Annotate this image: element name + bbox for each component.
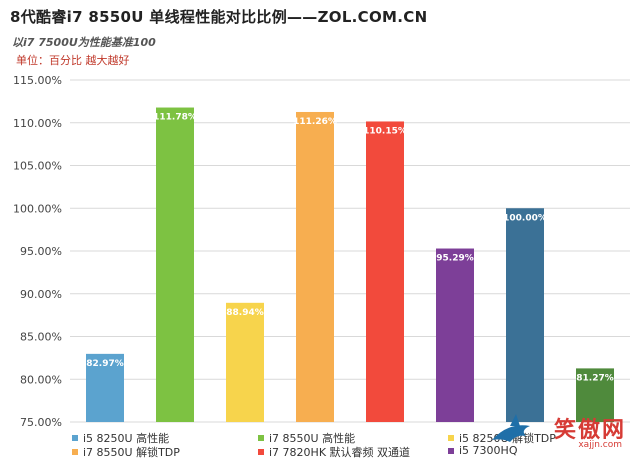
legend-label: i5 7300HQ [459, 444, 518, 457]
shark-logo-icon [492, 414, 530, 442]
y-tick-label: 85.00% [20, 331, 62, 344]
y-tick-label: 80.00% [20, 373, 62, 386]
bar [226, 302, 264, 422]
legend-swatch [72, 435, 78, 441]
y-tick-label: 75.00% [20, 416, 62, 429]
bar-data-label: 111.78% [153, 113, 197, 123]
legend-label: i7 8550U 高性能 [269, 432, 356, 445]
legend-item: i7 8550U 高性能 [258, 430, 355, 446]
legend-swatch [448, 447, 454, 454]
legend-label: i5 8250U 高性能 [83, 432, 170, 445]
legend-swatch [258, 449, 264, 455]
watermark-url: xajjn.com [578, 440, 622, 450]
bar-data-label: 110.15% [363, 126, 407, 136]
chart-title: 8代酷睿i7 8550U 单线程性能对比比例——ZOL.COM.CN [10, 8, 428, 26]
y-tick-label: 105.00% [13, 160, 62, 173]
bar-data-label: 81.27% [576, 373, 614, 383]
unit-note: 单位：百分比 越大越好 [16, 54, 130, 67]
bar-data-label: 100.00% [503, 213, 547, 223]
legend-swatch [258, 435, 264, 441]
legend-label: i7 7820HK 默认睿频 双通道 [269, 446, 411, 459]
legend-item: i5 7300HQ [448, 444, 517, 457]
y-tick-label: 115.00% [13, 74, 62, 87]
y-tick-label: 110.00% [13, 117, 62, 130]
bar [296, 111, 334, 423]
legend-label: i7 8550U 解锁TDP [83, 446, 180, 459]
bar [506, 208, 544, 422]
bar [156, 107, 194, 422]
y-tick-label: 90.00% [20, 288, 62, 301]
legend-swatch [448, 435, 454, 441]
chart-subtitle: 以i7 7500U为性能基准100 [12, 36, 156, 49]
bar [366, 121, 404, 422]
bar [436, 248, 474, 422]
y-tick-label: 95.00% [20, 245, 62, 258]
bar [86, 353, 124, 422]
legend-item: i7 7820HK 默认睿频 双通道 [258, 444, 410, 460]
legend-item: i7 8550U 解锁TDP [72, 444, 180, 460]
y-tick-label: 100.00% [13, 202, 62, 215]
watermark-text: 笑傲网 [553, 418, 626, 443]
bar-data-label: 95.29% [436, 254, 474, 264]
legend-item: i5 8250U 高性能 [72, 430, 169, 446]
bar [576, 368, 614, 422]
watermark-logo: 笑傲网 xajjn.com [486, 408, 636, 458]
bar-data-label: 82.97% [86, 359, 124, 369]
legend-swatch [72, 449, 78, 455]
bar-data-label: 111.26% [293, 117, 337, 127]
bar-data-label: 88.94% [226, 308, 264, 318]
